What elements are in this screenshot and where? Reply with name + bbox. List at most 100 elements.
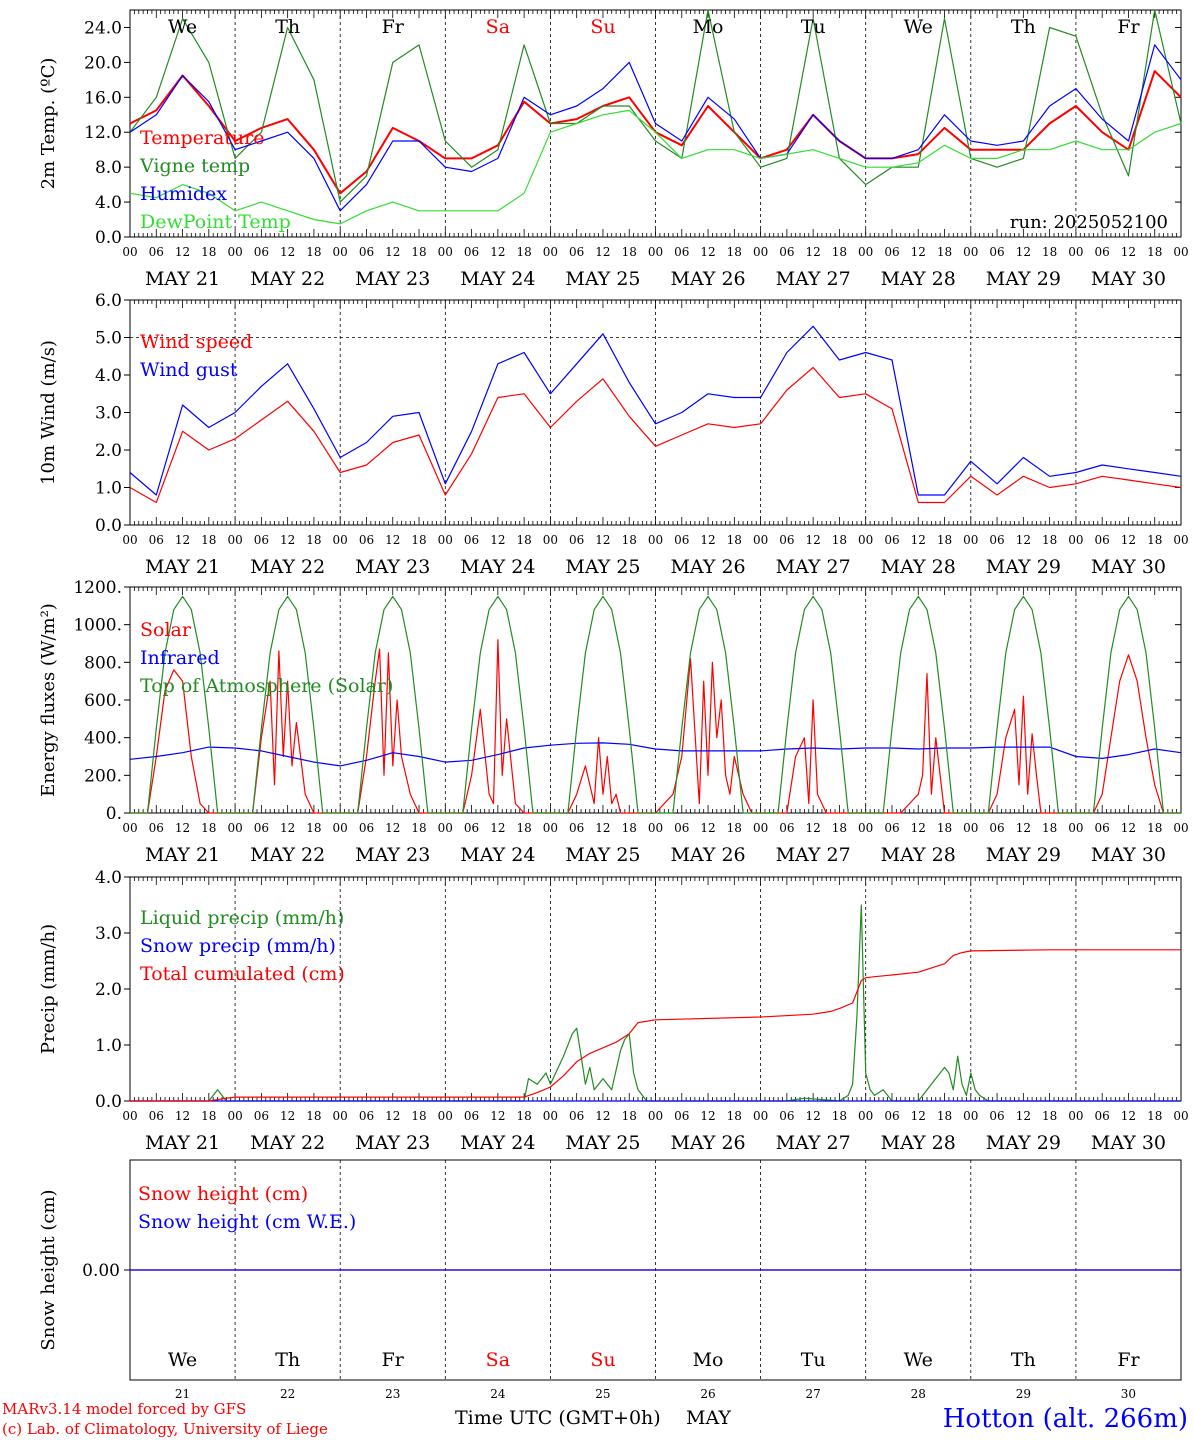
- y-tick-label: 24.0: [84, 18, 122, 38]
- x-hour-label: 00: [543, 821, 558, 835]
- x-hour-label: 06: [359, 245, 374, 259]
- x-hour-label: 18: [1042, 245, 1057, 259]
- x-date-label: MAY 24: [460, 1132, 535, 1154]
- x-hour-label: 12: [806, 533, 821, 547]
- day-of-month-label: 27: [806, 1387, 821, 1401]
- x-date-label: MAY 27: [776, 844, 851, 866]
- series-line-total-cumulated-cm-: [130, 949, 1181, 1102]
- x-hour-label: 06: [989, 1109, 1004, 1123]
- x-date-label: MAY 24: [460, 268, 535, 290]
- weekday-label: Mo: [693, 1349, 724, 1371]
- day-of-month-label: 23: [385, 1387, 400, 1401]
- x-hour-label: 00: [333, 245, 348, 259]
- x-hour-label: 12: [911, 1109, 926, 1123]
- x-hour-label: 12: [175, 533, 190, 547]
- x-hour-label: 12: [1121, 245, 1136, 259]
- y-tick-label: 400.: [84, 729, 122, 749]
- x-hour-label: 12: [385, 1109, 400, 1123]
- x-hour-label: 18: [622, 1109, 637, 1123]
- x-hour-label: 12: [700, 1109, 715, 1123]
- x-date-label: MAY 23: [355, 844, 430, 866]
- x-hour-label: 18: [832, 1109, 847, 1123]
- x-hour-label: 18: [622, 245, 637, 259]
- x-hour-label: 18: [306, 821, 321, 835]
- weekday-label: Th: [1011, 1349, 1036, 1371]
- weekday-label: Fr: [382, 1349, 405, 1371]
- weekday-label: We: [904, 16, 933, 38]
- x-hour-label: 12: [1121, 821, 1136, 835]
- x-axis-month: MAY: [686, 1407, 731, 1429]
- series-line-vigne-temp: [129, 9, 1182, 203]
- x-date-label: MAY 21: [145, 556, 220, 578]
- x-hour-label: 18: [516, 821, 531, 835]
- x-hour-label: 00: [963, 533, 978, 547]
- x-hour-label: 12: [595, 821, 610, 835]
- x-hour-label: 18: [832, 533, 847, 547]
- x-hour-label: 00: [227, 1109, 242, 1123]
- x-hour-label: 18: [516, 533, 531, 547]
- x-hour-label: 18: [516, 1109, 531, 1123]
- plot-frame: [129, 299, 1182, 526]
- x-hour-label: 00: [858, 821, 873, 835]
- x-hour-label: 18: [201, 821, 216, 835]
- y-tick-label: 1000.: [73, 616, 122, 636]
- x-hour-label: 12: [280, 821, 295, 835]
- x-hour-label: 12: [490, 245, 505, 259]
- x-hour-label: 18: [1042, 1109, 1057, 1123]
- x-hour-label: 18: [1042, 821, 1057, 835]
- y-tick-label: 0.: [106, 804, 122, 824]
- x-hour-label: 06: [884, 245, 899, 259]
- x-hour-label: 00: [543, 1109, 558, 1123]
- x-hour-label: 12: [280, 1109, 295, 1123]
- y-tick-label: 8.0: [95, 158, 122, 178]
- weekday-label: Th: [275, 16, 300, 38]
- legend-entry: Infrared: [140, 647, 220, 669]
- x-hour-label: 00: [753, 533, 768, 547]
- x-hour-label: 06: [569, 245, 584, 259]
- y-tick-label: 0.0: [95, 1092, 122, 1112]
- x-date-label: MAY 21: [145, 268, 220, 290]
- x-date-label: MAY 28: [881, 556, 956, 578]
- x-hour-label: 18: [937, 821, 952, 835]
- y-tick-label: 2.0: [95, 980, 122, 1000]
- x-hour-label: 00: [648, 1109, 663, 1123]
- x-hour-label: 00: [122, 1109, 137, 1123]
- weekday-label: Sa: [486, 16, 510, 38]
- y-tick-label: 5.0: [95, 329, 122, 349]
- x-hour-label: 12: [595, 533, 610, 547]
- x-date-label: MAY 30: [1091, 268, 1166, 290]
- x-hour-label: 12: [700, 821, 715, 835]
- x-hour-label: 12: [175, 1109, 190, 1123]
- x-hour-label: 06: [674, 821, 689, 835]
- panel-wind: [124, 299, 1182, 526]
- y-tick-label: 0.0: [95, 516, 122, 536]
- legend-entry: Top of Atmosphere (Solar): [140, 675, 393, 697]
- x-axis-title: Time UTC (GMT+0h): [455, 1407, 661, 1429]
- x-hour-label: 18: [1147, 245, 1162, 259]
- x-hour-label: 18: [727, 245, 742, 259]
- y-tick-label: 0.0: [95, 228, 122, 248]
- x-hour-label: 06: [674, 245, 689, 259]
- x-hour-label: 06: [464, 1109, 479, 1123]
- x-hour-label: 12: [1016, 1109, 1031, 1123]
- x-hour-label: 00: [122, 821, 137, 835]
- x-hour-label: 06: [149, 1109, 164, 1123]
- x-date-label: MAY 22: [250, 844, 325, 866]
- x-hour-label: 06: [254, 821, 269, 835]
- day-of-month-label: 29: [1016, 1387, 1031, 1401]
- weekday-label: Su: [590, 16, 615, 38]
- x-date-label: MAY 28: [881, 268, 956, 290]
- weekday-label: Fr: [1117, 1349, 1140, 1371]
- y-tick-label: 1200.: [73, 578, 122, 598]
- legend-entry: DewPoint Temp: [140, 211, 291, 233]
- x-date-label: MAY 24: [460, 844, 535, 866]
- x-hour-label: 00: [1068, 1109, 1083, 1123]
- x-hour-label: 12: [490, 821, 505, 835]
- legend-entry: Wind gust: [140, 359, 238, 381]
- x-hour-label: 12: [1016, 245, 1031, 259]
- x-date-label: MAY 26: [670, 844, 745, 866]
- x-hour-label: 00: [543, 245, 558, 259]
- x-hour-label: 06: [359, 533, 374, 547]
- y-tick-label: 4.0: [95, 868, 122, 888]
- x-hour-label: 12: [385, 245, 400, 259]
